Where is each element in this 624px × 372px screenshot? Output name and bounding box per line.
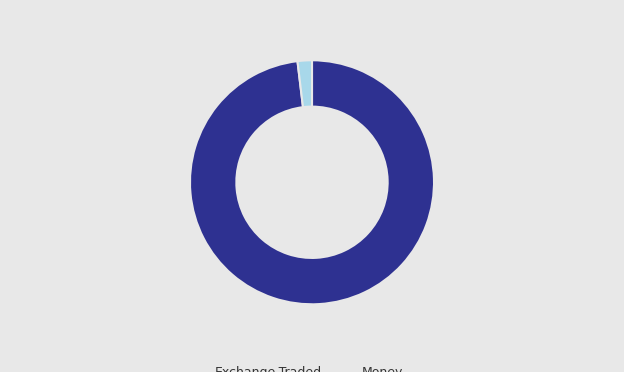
Wedge shape [298, 60, 312, 107]
Legend: Exchange-Traded
Funds
98.1%, Money
Market
Funds 1.9%: Exchange-Traded Funds 98.1%, Money Marke… [185, 361, 439, 372]
Wedge shape [190, 60, 434, 304]
